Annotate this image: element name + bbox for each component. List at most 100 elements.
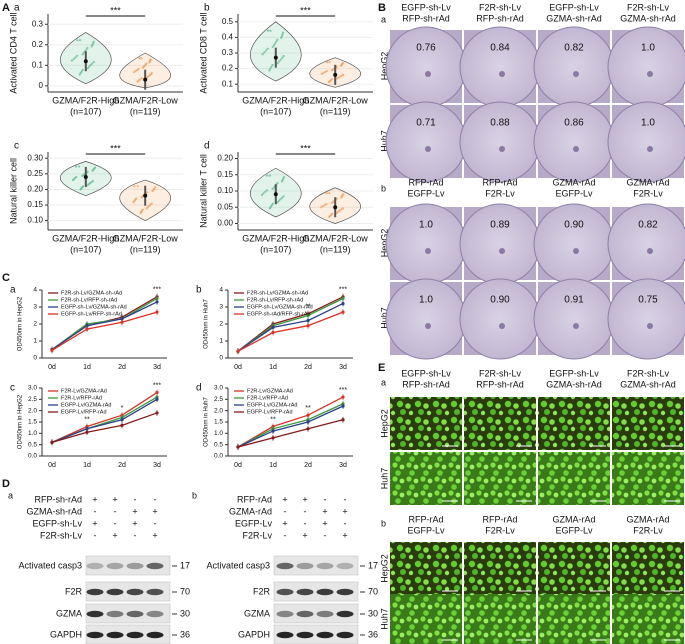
series-line xyxy=(237,297,344,352)
point xyxy=(155,296,159,301)
point xyxy=(306,420,310,424)
condition-sign: - xyxy=(344,494,347,504)
column-header: F2R-Lv xyxy=(485,525,515,535)
point xyxy=(236,349,240,353)
jitter-point xyxy=(71,178,75,182)
median xyxy=(333,72,338,77)
band-label: GAPDH xyxy=(238,629,270,639)
legend-label: EGFP-sh-Lv/GZMA-sh-rAd xyxy=(247,304,313,310)
band-label: Activated casp3 xyxy=(18,560,82,570)
point xyxy=(271,436,275,440)
y-tick-label: 0.20 xyxy=(27,185,43,194)
plate-value: 0.82 xyxy=(638,220,658,231)
jitter-point xyxy=(339,64,342,67)
jitter-point xyxy=(81,174,84,178)
significance: *** xyxy=(153,287,161,294)
row-label: Huh7 xyxy=(379,468,389,490)
column-header: GZMA-sh-rAd xyxy=(620,379,676,389)
legend-label: F2R-sh-Lv/GZMA-sh-rAd xyxy=(247,290,308,296)
jitter-point xyxy=(330,69,334,72)
blot-strip xyxy=(273,624,359,644)
legend-label: EGFP-Lv/RFP-rAd xyxy=(61,409,107,415)
blot-band xyxy=(126,610,144,618)
sub-label: b xyxy=(196,285,202,296)
jitter-point xyxy=(280,35,284,38)
jitter-point xyxy=(323,203,326,207)
column-header: GZMA-sh-rAd xyxy=(546,379,602,389)
plate-well xyxy=(607,278,685,360)
y-tick-label: 0 xyxy=(33,355,37,362)
x-tick-label: GZMA/F2R-Low xyxy=(113,233,179,243)
condition-sign: - xyxy=(94,506,97,516)
point xyxy=(85,427,89,431)
y-tick-label: 2.0 xyxy=(214,407,223,414)
median xyxy=(83,59,88,64)
y-tick-label: 0.05 xyxy=(217,202,233,211)
point xyxy=(120,320,124,324)
y-axis-label: Natural killer T cell xyxy=(198,154,208,228)
x-tick-label: 1d xyxy=(269,364,277,371)
y-tick-label: 4 xyxy=(33,287,37,294)
condition-sign: - xyxy=(324,530,327,540)
x-tick-label: 1d xyxy=(83,364,91,371)
blot-band xyxy=(316,631,334,639)
jitter-point xyxy=(272,44,276,47)
jitter-point xyxy=(269,67,272,70)
fluorescence-image xyxy=(538,397,610,450)
fluorescence-image xyxy=(464,452,536,505)
jitter-point xyxy=(76,54,79,57)
column-header: RFP-rAd xyxy=(408,514,443,524)
jitter-point xyxy=(91,62,94,65)
point xyxy=(155,411,159,415)
jitter-point xyxy=(139,212,142,215)
jitter-point xyxy=(281,56,284,59)
blot-band xyxy=(106,610,124,618)
blot-strip xyxy=(273,581,359,602)
jitter-point xyxy=(336,77,339,80)
colony-spot xyxy=(647,71,653,77)
fluorescence-image xyxy=(464,542,536,595)
condition-sign: - xyxy=(154,494,157,504)
jitter-point xyxy=(272,186,275,189)
column-header: EGFP-Lv xyxy=(555,525,593,535)
colony-spot xyxy=(425,248,431,254)
blot-band xyxy=(126,588,144,596)
jitter-point xyxy=(277,199,281,202)
jitter-point xyxy=(325,61,329,64)
jitter-point xyxy=(269,29,272,32)
x-tick-label: 3d xyxy=(153,462,161,469)
column-header: RFP-rAd xyxy=(482,514,517,524)
plate-value: 1.0 xyxy=(419,220,433,231)
jitter-point xyxy=(341,207,345,210)
jitter-point xyxy=(141,66,144,69)
condition-sign: + xyxy=(92,518,97,528)
column-header: F2R-sh-Lv xyxy=(479,368,522,378)
column-header: RFP-sh-rAd xyxy=(476,379,524,389)
jitter-point xyxy=(260,193,264,196)
jitter-point xyxy=(322,71,325,75)
plate-value: 0.71 xyxy=(416,118,436,129)
y-axis-label: OD450nm in Huh7 xyxy=(204,396,210,446)
plate-well xyxy=(607,203,685,285)
point xyxy=(341,404,345,408)
colony-spot xyxy=(647,248,653,254)
jitter-point xyxy=(325,192,328,195)
jitter-point xyxy=(140,77,143,80)
legend-label: EGFP-Lv/RFP-rAd xyxy=(247,409,293,415)
blot-band xyxy=(146,631,164,639)
sub-label: a xyxy=(14,3,20,14)
condition-sign: - xyxy=(94,530,97,540)
jitter-point xyxy=(342,73,345,76)
jitter-point xyxy=(321,205,325,208)
plate-value: 0.89 xyxy=(490,220,510,231)
colony-spot xyxy=(647,323,653,329)
fluorescence-image xyxy=(612,397,684,450)
plate-value: 1.0 xyxy=(641,43,655,54)
y-tick-label: 0.3 xyxy=(222,48,234,57)
y-tick-label: 0.5 xyxy=(214,441,223,448)
x-tick-label: (n=107) xyxy=(70,244,101,254)
y-tick-label: 0 xyxy=(39,81,44,90)
jitter-point xyxy=(320,206,323,209)
point xyxy=(271,330,275,335)
jitter-point xyxy=(81,53,84,56)
